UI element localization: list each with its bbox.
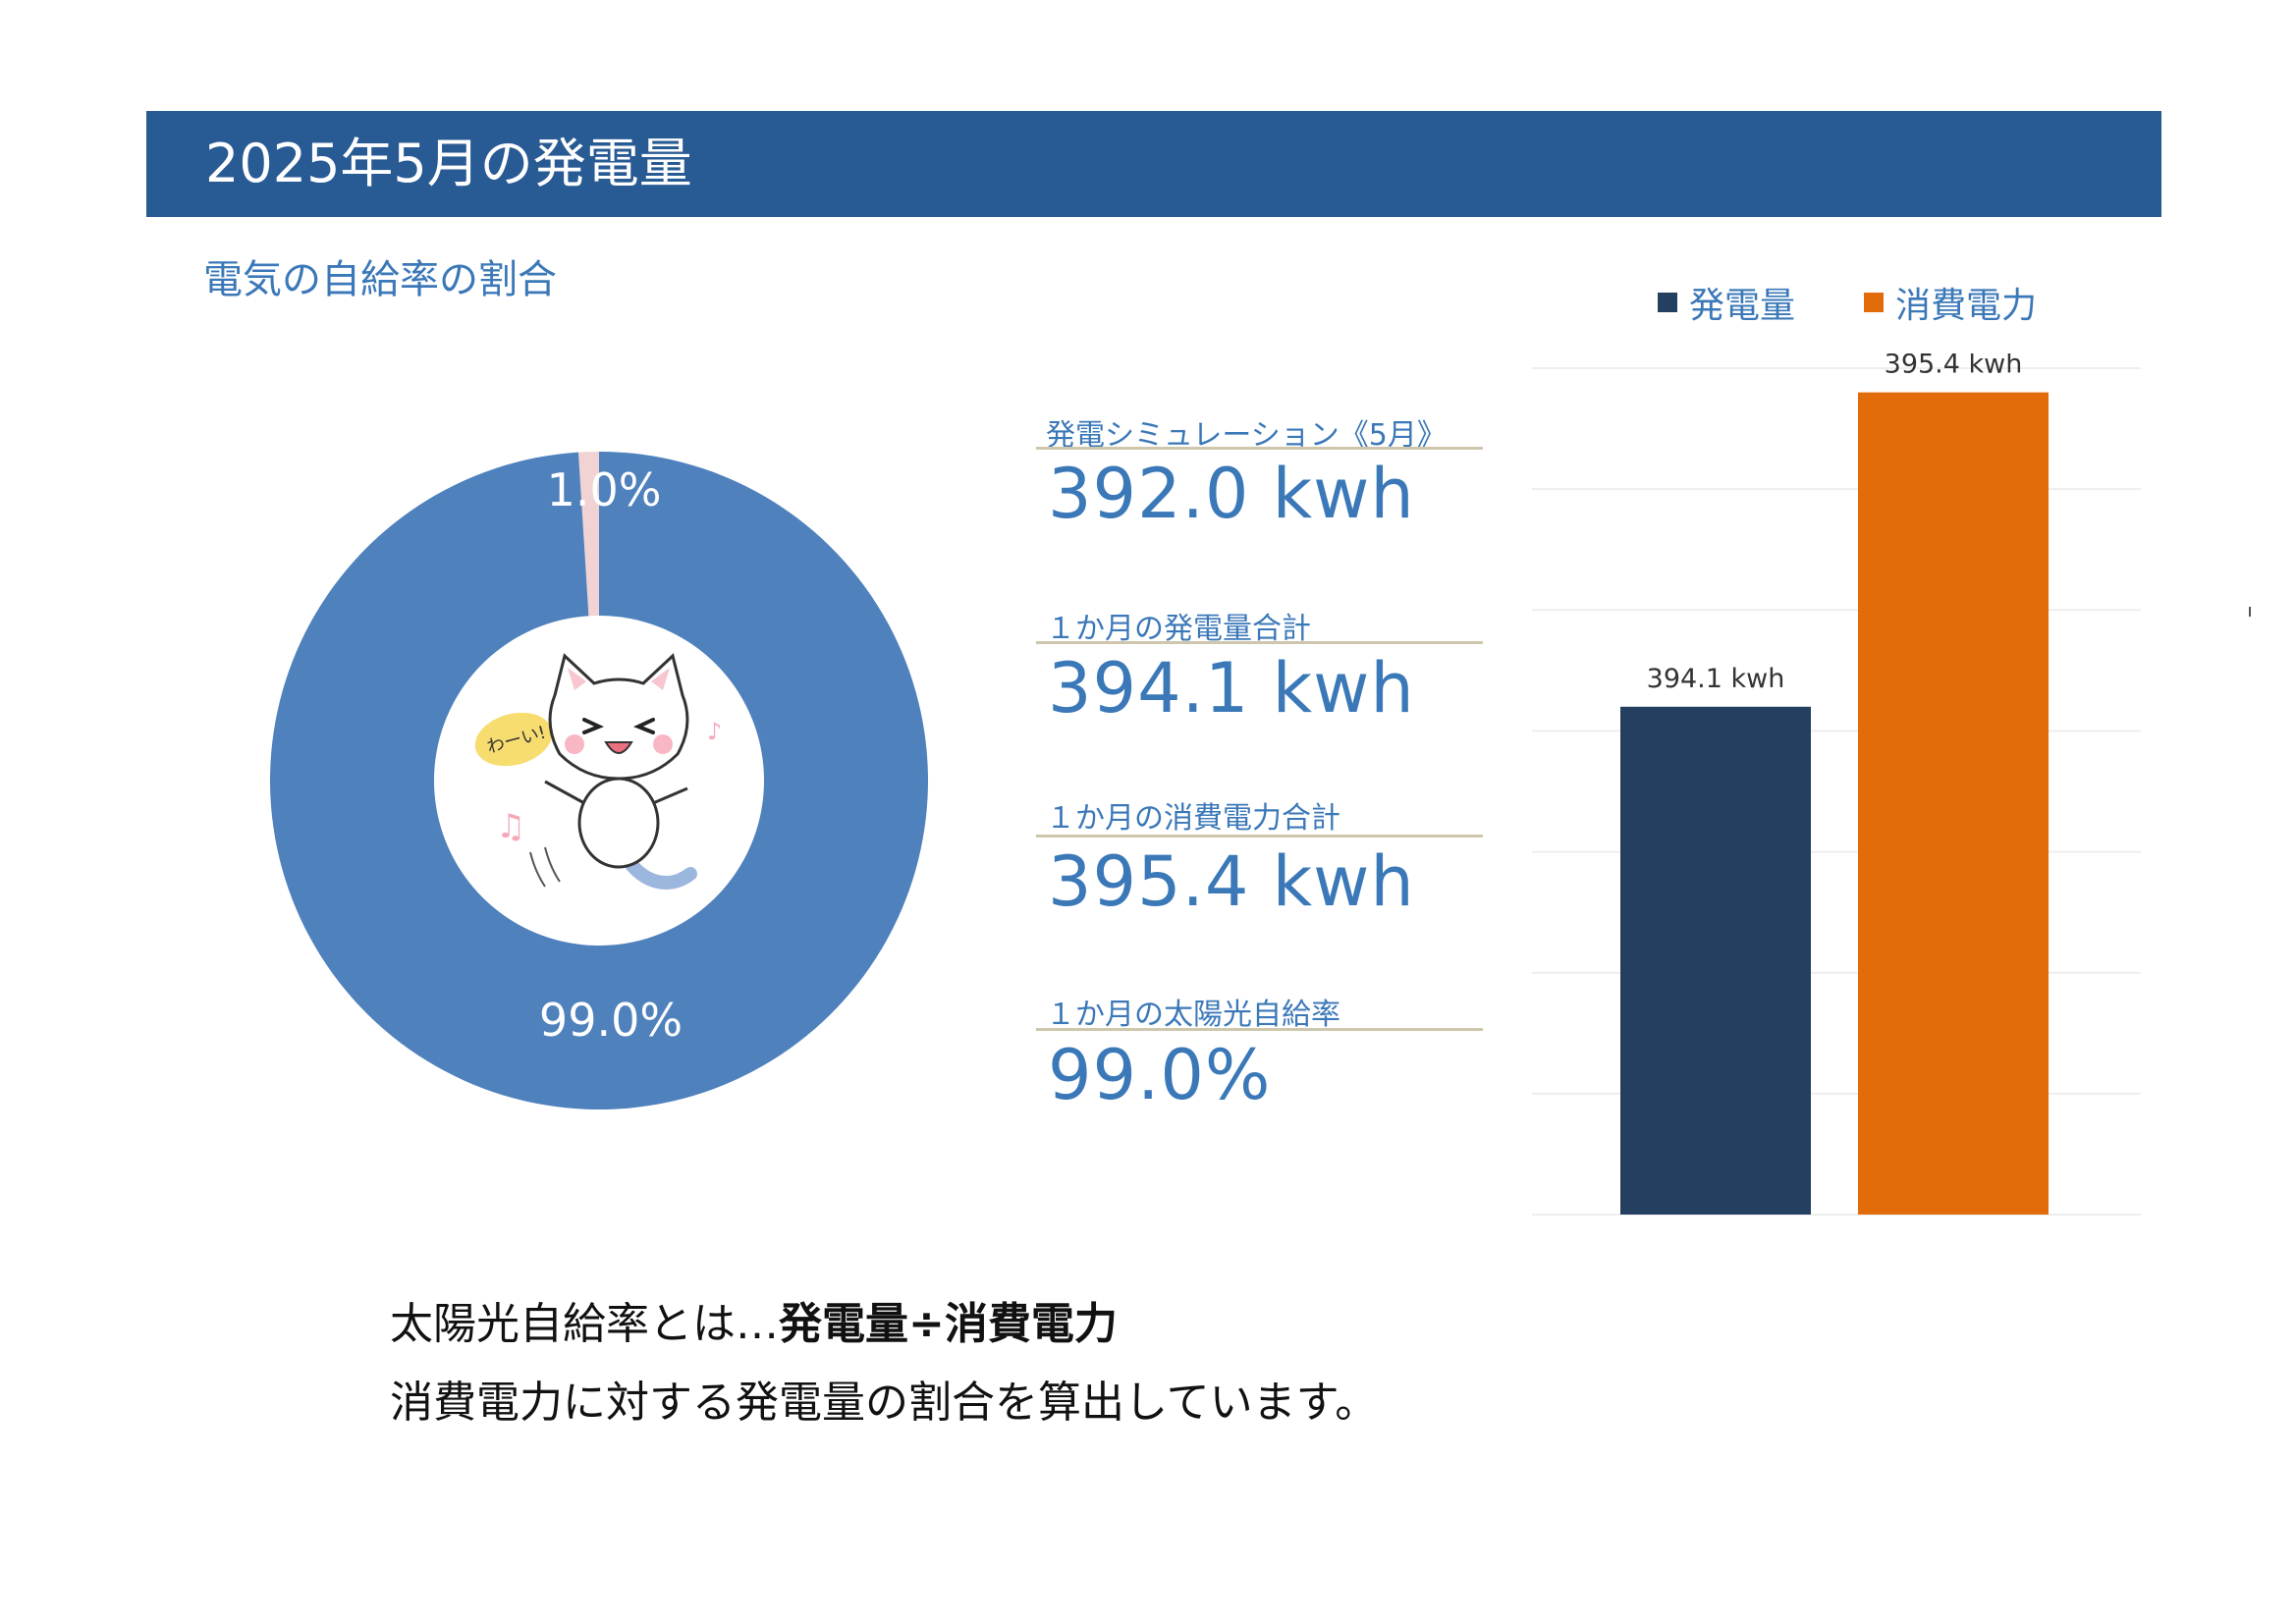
legend-swatch-consumption (1864, 293, 1885, 312)
legend-item-generation: 発電量 (1658, 277, 1795, 328)
speech-bubble (474, 712, 553, 767)
legend-swatch-generation (1658, 293, 1677, 312)
bar-data-label: 395.4 kwh (1885, 353, 2023, 380)
donut-data-label: 1.0% (547, 463, 662, 516)
self-sufficiency-donut-chart: 99.0% 1.0% (269, 452, 928, 1109)
divider (1036, 447, 1483, 450)
section-subtitle: 電気の自給率の割合 (203, 257, 557, 302)
page-title: 2025年5月の発電量 (205, 133, 692, 194)
donut-data-label: 99.0% (539, 994, 683, 1047)
donut-slice (577, 452, 599, 617)
stat-value-self-sufficiency: 99.0% (1048, 1035, 1272, 1115)
legend-label-consumption: 消費電力 (1895, 286, 2038, 326)
music-note-icon: ♫ (496, 807, 525, 846)
divider (1036, 641, 1483, 644)
generation-vs-consumption-bar-chart: 394.1 kwh 395.4 kwh (1532, 353, 2141, 1216)
header-bar: 2025年5月の発電量 (146, 111, 2161, 217)
stat-value-simulation: 392.0 kwh (1048, 454, 1415, 534)
cat-mouth (604, 741, 633, 754)
cat-cheek (653, 734, 673, 754)
cat-body (577, 777, 660, 869)
note-prefix: 太陽光自給率とは… (390, 1299, 779, 1349)
bar (1858, 392, 2049, 1216)
note-line-1: 太陽光自給率とは…発電量÷消費電力 (390, 1288, 1118, 1351)
cat-arm (544, 780, 585, 805)
note-line-2: 消費電力に対する発電量の割合を算出しています。 (390, 1378, 1379, 1428)
stat-label-self-sufficiency: １か月の太陽光自給率 (1046, 998, 1340, 1032)
cat-head (548, 653, 689, 781)
motion-lines (529, 846, 561, 888)
note-formula: 発電量÷消費電力 (779, 1299, 1118, 1349)
legend-label-generation: 発電量 (1689, 286, 1796, 326)
legend-item-consumption: 消費電力 (1864, 277, 2037, 328)
divider (1036, 835, 1483, 838)
music-note-icon: ♪ (707, 718, 722, 745)
donut-slice (269, 452, 928, 1109)
cat-arm (652, 786, 688, 805)
stat-label-consumption-total: １か月の消費電力合計 (1046, 801, 1340, 836)
bar (1620, 706, 1811, 1215)
cat-eye (632, 718, 655, 734)
edge-mark (2249, 607, 2251, 617)
stat-value-generation-total: 394.1 kwh (1048, 648, 1415, 729)
cat-cheek (565, 734, 584, 754)
cat-illustration: わーい! ♫ ♪ (474, 653, 722, 890)
bar-data-label: 394.1 kwh (1647, 664, 1785, 694)
bar-chart-legend: 発電量 消費電力 (1658, 277, 2037, 328)
cat-eye (582, 718, 605, 734)
stat-value-consumption-total: 395.4 kwh (1048, 841, 1415, 922)
stat-label-generation-total: １か月の発電量合計 (1046, 612, 1311, 646)
divider (1036, 1028, 1483, 1031)
